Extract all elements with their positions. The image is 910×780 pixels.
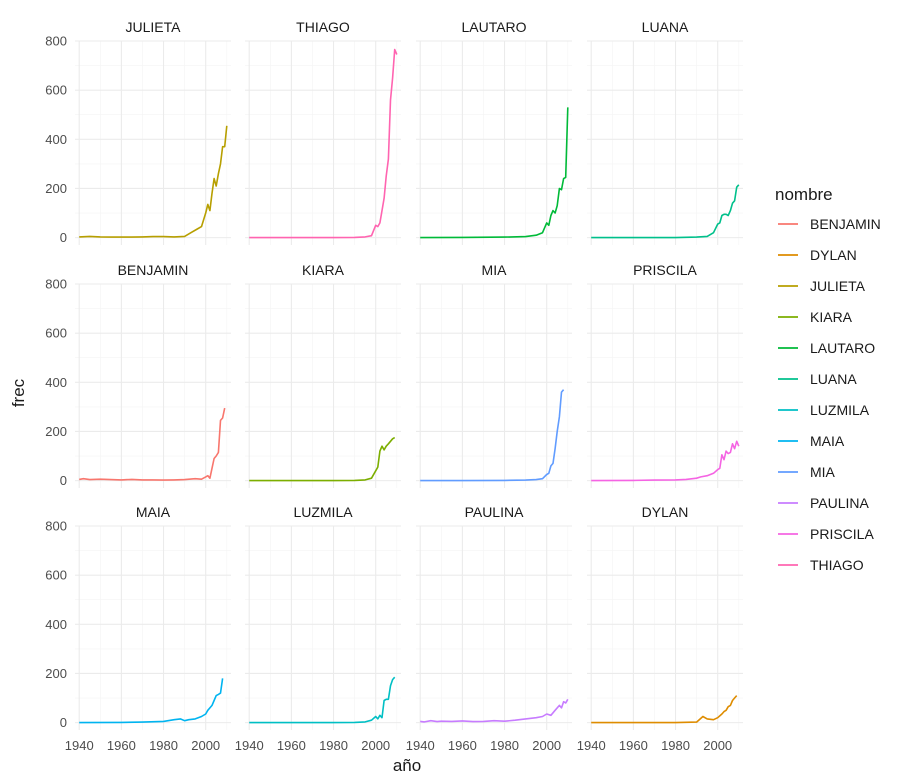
legend-item-luana: LUANA xyxy=(778,371,857,387)
series-line-priscila xyxy=(591,440,740,482)
x-tick-label: 1940 xyxy=(235,738,264,753)
x-tick-label: 2000 xyxy=(703,738,732,753)
facet-label: LUANA xyxy=(642,19,689,35)
panel-maia: MAIA xyxy=(75,504,231,730)
facet-label: PAULINA xyxy=(465,504,525,520)
panel-luana: LUANA xyxy=(587,19,743,245)
x-axis-title: año xyxy=(393,756,421,775)
x-tick-label: 1960 xyxy=(619,738,648,753)
y-tick-label: 200 xyxy=(45,666,67,681)
y-tick-label: 800 xyxy=(45,277,67,292)
x-tick-label: 2000 xyxy=(532,738,561,753)
panel-priscila: PRISCILA xyxy=(587,262,743,488)
legend-label: DYLAN xyxy=(810,247,857,263)
legend-item-paulina: PAULINA xyxy=(778,495,870,511)
y-tick-label: 400 xyxy=(45,375,67,390)
panel-kiara: KIARA xyxy=(245,262,401,488)
series-line-luana xyxy=(591,184,740,239)
y-tick-label: 600 xyxy=(45,568,67,583)
facet-label: KIARA xyxy=(302,262,345,278)
panel-benjamin: BENJAMIN xyxy=(75,262,231,488)
panel-luzmila: LUZMILA xyxy=(245,504,401,730)
series-line-kiara xyxy=(249,436,396,482)
x-tick-label: 1940 xyxy=(406,738,435,753)
facet-label: LAUTARO xyxy=(461,19,526,35)
legend-label: THIAGO xyxy=(810,557,864,573)
legend-item-thiago: THIAGO xyxy=(778,557,864,573)
y-tick-label: 400 xyxy=(45,617,67,632)
series-line-thiago xyxy=(249,48,398,239)
y-tick-label: 400 xyxy=(45,132,67,147)
legend-item-priscila: PRISCILA xyxy=(778,526,874,542)
x-tick-label: 1960 xyxy=(448,738,477,753)
legend-label: KIARA xyxy=(810,309,853,325)
legend-item-kiara: KIARA xyxy=(778,309,853,325)
y-tick-label: 200 xyxy=(45,181,67,196)
series-line-maia xyxy=(79,678,224,724)
facet-panels: JULIETA THIAGO LAUTARO LUANA BENJAMIN KIARA MI… xyxy=(75,19,743,730)
facet-label: MIA xyxy=(482,262,508,278)
series-line-lautaro xyxy=(420,107,569,239)
y-tick-label: 800 xyxy=(45,34,67,49)
legend-label: JULIETA xyxy=(810,278,866,294)
series-line-paulina xyxy=(420,698,569,723)
x-tick-label: 1980 xyxy=(661,738,690,753)
panel-thiago: THIAGO xyxy=(245,19,401,245)
legend-item-benjamin: BENJAMIN xyxy=(778,216,881,232)
series-line-benjamin xyxy=(79,407,226,481)
legend-label: MAIA xyxy=(810,433,845,449)
series-line-luzmila xyxy=(249,676,396,724)
legend-label: BENJAMIN xyxy=(810,216,881,232)
series-line-julieta xyxy=(79,125,228,238)
facet-label: JULIETA xyxy=(126,19,182,35)
axes: 0 200 400 600 800 0 200 400 600 800 0 200 400 600 800 1… xyxy=(45,34,732,754)
legend-label: MIA xyxy=(810,464,836,480)
legend-item-dylan: DYLAN xyxy=(778,247,857,263)
panel-julieta: JULIETA xyxy=(75,19,231,245)
legend-label: PAULINA xyxy=(810,495,870,511)
facet-label: PRISCILA xyxy=(633,262,697,278)
legend-label: LUANA xyxy=(810,371,857,387)
legend-item-luzmila: LUZMILA xyxy=(778,402,870,418)
y-tick-label: 0 xyxy=(60,473,67,488)
facet-label: BENJAMIN xyxy=(118,262,189,278)
series-line-mia xyxy=(420,389,565,482)
x-tick-label: 1980 xyxy=(149,738,178,753)
panel-dylan: DYLAN xyxy=(587,504,743,730)
y-tick-label: 200 xyxy=(45,424,67,439)
x-tick-label: 1980 xyxy=(319,738,348,753)
x-tick-label: 1940 xyxy=(577,738,606,753)
legend-item-mia: MIA xyxy=(778,464,836,480)
facet-label: THIAGO xyxy=(296,19,350,35)
panel-lautaro: LAUTARO xyxy=(416,19,572,245)
panel-paulina: PAULINA xyxy=(416,504,572,730)
y-tick-label: 0 xyxy=(60,715,67,730)
y-tick-label: 600 xyxy=(45,83,67,98)
x-tick-label: 1980 xyxy=(490,738,519,753)
y-tick-label: 600 xyxy=(45,326,67,341)
legend-label: LUZMILA xyxy=(810,402,870,418)
facet-label: MAIA xyxy=(136,504,171,520)
facet-label: DYLAN xyxy=(642,504,689,520)
x-tick-label: 2000 xyxy=(191,738,220,753)
facet-label: LUZMILA xyxy=(293,504,353,520)
legend-label: PRISCILA xyxy=(810,526,874,542)
legend-title: nombre xyxy=(775,185,833,204)
x-tick-label: 1960 xyxy=(107,738,136,753)
x-tick-label: 2000 xyxy=(361,738,390,753)
panel-mia: MIA xyxy=(416,262,572,488)
x-tick-label: 1960 xyxy=(277,738,306,753)
legend: nombre BENJAMIN DYLAN JULIETA KIARA LAUTARO L… xyxy=(775,185,881,573)
series-line-dylan xyxy=(591,695,738,724)
legend-item-maia: MAIA xyxy=(778,433,845,449)
y-tick-label: 800 xyxy=(45,519,67,534)
x-tick-label: 1940 xyxy=(65,738,94,753)
legend-item-lautaro: LAUTARO xyxy=(778,340,875,356)
legend-label: LAUTARO xyxy=(810,340,875,356)
y-axis-title: frec xyxy=(9,378,28,407)
y-tick-label: 0 xyxy=(60,230,67,245)
legend-item-julieta: JULIETA xyxy=(778,278,866,294)
